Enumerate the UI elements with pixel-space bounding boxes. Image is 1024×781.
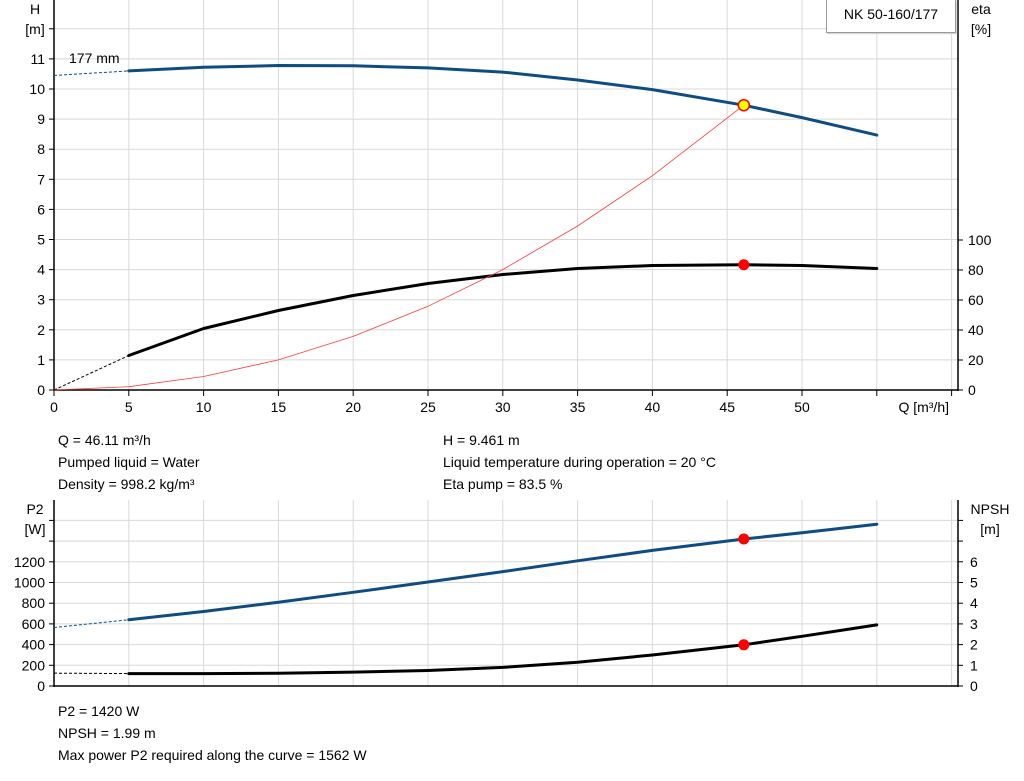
x-tick-label: 35 xyxy=(570,399,586,415)
y2-tick-label: 5 xyxy=(970,575,978,591)
y2-tick-label: 40 xyxy=(968,322,984,338)
y-tick-label: 3 xyxy=(37,292,45,308)
y-tick-label: 1000 xyxy=(14,575,45,591)
x-tick-label: 50 xyxy=(794,399,810,415)
y-tick-label: 1 xyxy=(37,352,45,368)
x-tick-label: 5 xyxy=(125,399,133,415)
duty-point-npsh xyxy=(738,639,750,651)
curve-h xyxy=(127,64,879,137)
x-tick-label: 0 xyxy=(50,399,58,415)
y-tick-label: 1200 xyxy=(14,554,45,570)
x-tick-label: 30 xyxy=(495,399,511,415)
duty-point-head xyxy=(737,98,751,112)
y2-tick-label: 60 xyxy=(968,292,984,308)
y2-tick-label: 2 xyxy=(970,637,978,653)
duty-point-p2 xyxy=(738,533,750,545)
y-tick-label: 4 xyxy=(37,262,45,278)
duty-point-eta xyxy=(738,259,750,271)
y-tick-label: 800 xyxy=(22,595,46,611)
y-tick-label: 200 xyxy=(22,657,46,673)
y2-tick-label: 20 xyxy=(968,352,984,368)
y-axis-title: H xyxy=(30,1,40,17)
y2-tick-label: 6 xyxy=(970,554,978,570)
y2-axis-unit: [%] xyxy=(971,21,991,37)
x-tick-label: 45 xyxy=(719,399,735,415)
curve-p2-extrapolated xyxy=(53,619,129,629)
curve-eta xyxy=(127,263,879,357)
impeller-diameter-label: 177 mm xyxy=(69,50,120,66)
pump-model-label: NK 50-160/177 xyxy=(826,0,956,33)
npsh-value: NPSH = 1.99 m xyxy=(58,725,156,741)
curve-system xyxy=(53,104,745,391)
curve-npsh xyxy=(127,623,879,676)
p2-value: P2 = 1420 W xyxy=(58,703,140,719)
head-value: H = 9.461 m xyxy=(443,432,520,448)
y-tick-label: 0 xyxy=(37,382,45,398)
pumped-liquid: Pumped liquid = Water xyxy=(58,454,200,470)
y2-tick-label: 3 xyxy=(970,616,978,632)
y-tick-label: 11 xyxy=(30,51,45,67)
info-left-top: Q = 46.11 m³/h Pumped liquid = Water Den… xyxy=(58,429,200,495)
y-tick-label: 7 xyxy=(37,171,45,187)
y-tick-label: 2 xyxy=(37,322,45,338)
liquid-temperature: Liquid temperature during operation = 20… xyxy=(443,454,716,470)
info-bottom: P2 = 1420 W NPSH = 1.99 m Max power P2 r… xyxy=(58,700,367,766)
y-tick-label: 600 xyxy=(22,616,46,632)
y2-tick-label: 4 xyxy=(970,595,978,611)
y2-tick-label: 0 xyxy=(968,382,976,398)
x-tick-label: 40 xyxy=(645,399,661,415)
y-axis-unit: [W] xyxy=(25,521,46,537)
y2-axis-title: NPSH xyxy=(971,501,1010,517)
y2-tick-label: 0 xyxy=(970,678,978,694)
density-value: Density = 998.2 kg/m³ xyxy=(58,476,195,492)
y2-axis-unit: [m] xyxy=(980,521,999,537)
info-right-top: H = 9.461 m Liquid temperature during op… xyxy=(443,429,716,495)
x-tick-label: 10 xyxy=(196,399,212,415)
curve-p2 xyxy=(127,522,879,622)
y-tick-label: 8 xyxy=(37,141,45,157)
flow-value: Q = 46.11 m³/h xyxy=(58,432,151,448)
y-axis-unit: [m] xyxy=(25,21,44,37)
x-tick-label: 20 xyxy=(345,399,361,415)
y2-axis-title: eta xyxy=(971,1,991,17)
y2-tick-label: 1 xyxy=(970,657,978,673)
curve-eta-extrapolated xyxy=(53,355,130,391)
x-axis-title: Q [m³/h] xyxy=(898,399,949,415)
eta-value: Eta pump = 83.5 % xyxy=(443,476,563,492)
x-tick-label: 15 xyxy=(271,399,287,415)
y-tick-label: 5 xyxy=(37,232,45,248)
y2-tick-label: 80 xyxy=(968,262,984,278)
y-tick-label: 400 xyxy=(22,637,46,653)
y-axis-title: P2 xyxy=(26,501,43,517)
x-tick-label: 25 xyxy=(420,399,436,415)
y2-tick-label: 100 xyxy=(968,232,992,248)
y-tick-label: 9 xyxy=(37,111,45,127)
y-tick-label: 0 xyxy=(37,678,45,694)
max-p2-value: Max power P2 required along the curve = … xyxy=(58,747,367,763)
y-tick-label: 10 xyxy=(29,81,45,97)
y-tick-label: 6 xyxy=(37,201,45,217)
curve-h-extrapolated xyxy=(53,70,129,76)
